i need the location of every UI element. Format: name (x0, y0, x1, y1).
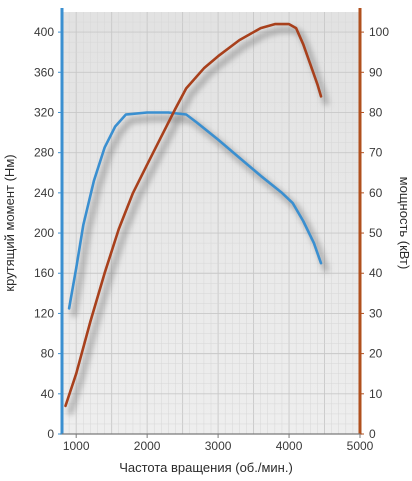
tick-labels: 0408012016020024028032036040001020304050… (34, 25, 389, 453)
torque-point (217, 139, 219, 141)
y-right-tick-label: 0 (369, 427, 376, 441)
y-right-tick-label: 40 (369, 266, 383, 280)
power-point (302, 43, 304, 45)
y-right-tick-label: 90 (369, 65, 383, 79)
torque-point (185, 113, 187, 116)
x-tick-label: 3000 (205, 439, 232, 453)
y-left-tick-label: 160 (34, 266, 54, 280)
power-point (64, 405, 67, 407)
power-point (174, 107, 177, 110)
power-point (185, 87, 187, 89)
power-point (238, 39, 240, 41)
power-point (274, 23, 276, 25)
y-right-tick-label: 50 (369, 226, 383, 240)
torque-point (302, 220, 304, 222)
grid (62, 12, 360, 434)
y-left-tick-label: 0 (47, 427, 54, 441)
power-point (104, 272, 106, 274)
torque-point (68, 307, 70, 309)
torque-point (281, 192, 283, 194)
y-right-tick-label: 60 (369, 186, 383, 200)
torque-point (104, 147, 106, 149)
torque-point (260, 175, 262, 177)
torque-point (320, 262, 322, 264)
power-point (146, 164, 148, 166)
power-shadow (67, 27, 329, 415)
torque-point (238, 157, 240, 159)
torque-point (114, 125, 116, 128)
y-left-tick-label: 240 (34, 186, 54, 200)
series-lines (64, 22, 323, 408)
y-left-tick-label: 400 (34, 25, 54, 39)
y-right-tick-label: 30 (369, 306, 383, 320)
power-point (316, 83, 318, 85)
y-right-tick-label: 10 (369, 387, 383, 401)
y-left-tick-label: 360 (34, 65, 54, 79)
torque-point (292, 202, 294, 204)
power-point (132, 192, 134, 194)
power-point (118, 228, 120, 230)
y-left-tick-label: 200 (34, 226, 54, 240)
y-right-tick-label: 20 (369, 347, 383, 361)
y-right-tick-label: 100 (369, 25, 389, 39)
x-tick-label: 5000 (347, 439, 374, 453)
y-left-tick-label: 120 (34, 306, 54, 320)
x-axis-title: Частота вращения (об./мин.) (119, 460, 293, 475)
power-point (217, 55, 219, 57)
y-left-tick-label: 80 (41, 347, 55, 361)
torque-point (146, 111, 148, 114)
x-tick-label: 1000 (63, 439, 90, 453)
power-point (320, 95, 322, 97)
torque-point (75, 267, 77, 269)
y-axis-right-title: мощность (кВт) (397, 177, 412, 270)
power-point (309, 63, 311, 65)
power-point (75, 373, 77, 375)
y-left-tick-label: 40 (41, 387, 55, 401)
power-point (203, 67, 205, 69)
torque-point (125, 113, 127, 116)
y-left-tick-label: 280 (34, 146, 54, 160)
power-point (288, 23, 290, 25)
y-axis-left-title: крутящий момент (Нм) (2, 154, 17, 291)
y-right-tick-label: 70 (369, 146, 383, 160)
torque-point (196, 121, 198, 124)
power-point (89, 320, 91, 323)
power-point (295, 27, 297, 29)
power-point (160, 136, 162, 138)
x-tick-label: 4000 (276, 439, 303, 453)
torque-point (82, 224, 84, 226)
y-right-tick-label: 80 (369, 105, 383, 119)
torque-point (93, 180, 95, 182)
torque-point (313, 242, 315, 244)
power-point (260, 27, 262, 29)
y-left-tick-label: 320 (34, 105, 54, 119)
axes (58, 8, 364, 438)
x-tick-label: 2000 (134, 439, 161, 453)
torque-point (167, 111, 169, 114)
